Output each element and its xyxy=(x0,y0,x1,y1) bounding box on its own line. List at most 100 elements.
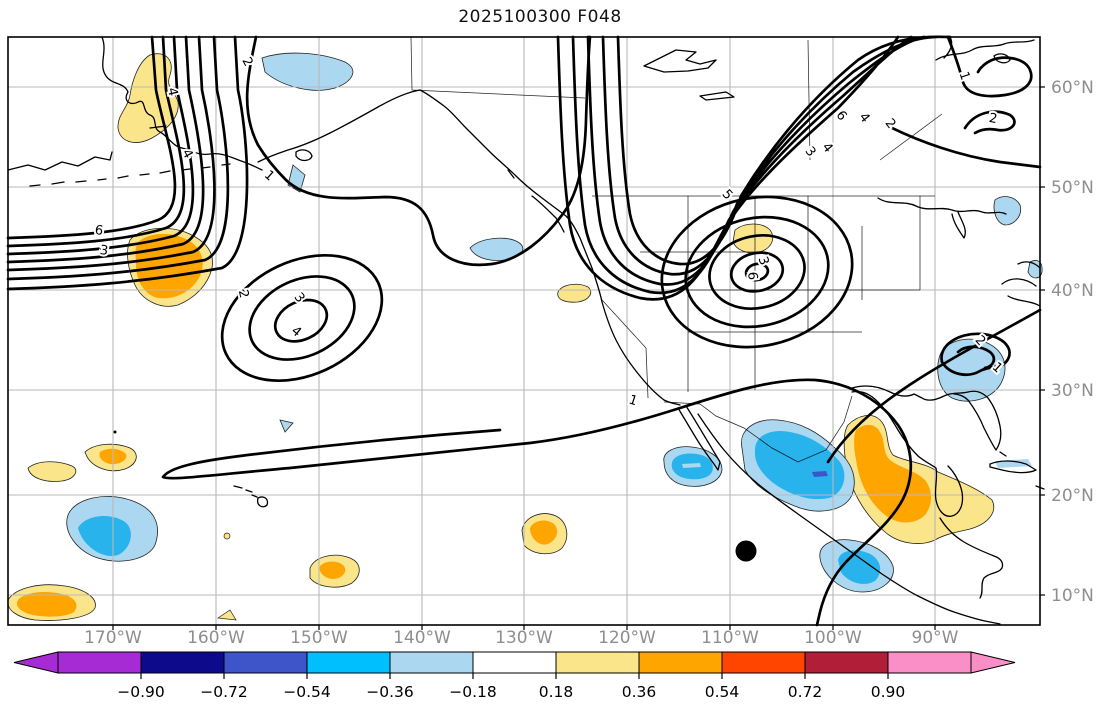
lon-tick-label: 150°W xyxy=(290,628,348,648)
colorbar-segment xyxy=(306,651,391,674)
positive-core-tropic1 xyxy=(319,561,346,579)
great-lakes xyxy=(1001,261,1041,307)
colorbar-tick-label: 0.54 xyxy=(705,683,740,701)
lon-tick-label: 130°W xyxy=(495,628,553,648)
lat-tick-label: 30°N xyxy=(1051,381,1094,401)
contour-2-ontario-hook xyxy=(963,110,1016,135)
lon-tick-label: 170°W xyxy=(84,628,142,648)
contour-label: 2 xyxy=(235,288,251,299)
positive-shade-wyoming xyxy=(732,223,774,254)
positive-speck-bottom xyxy=(217,609,237,621)
negative-shade-se-us xyxy=(937,338,1006,402)
negative-dash-west-mexico xyxy=(682,463,701,468)
cuba xyxy=(989,451,1045,490)
contour-label: 1 xyxy=(627,393,640,410)
negative-shade-tiny-triangle xyxy=(279,419,294,433)
contour-label: 1 xyxy=(956,70,973,83)
vancouver-island xyxy=(531,195,565,233)
colorbar-segment xyxy=(140,651,225,674)
alaska-yukon-border xyxy=(410,36,586,99)
colorbar: −0.90 −0.72 −0.54 −0.36 −0.18 0.18 0.36 0.54 0.7… xyxy=(13,651,1016,701)
lon-tick-label: 120°W xyxy=(598,628,656,648)
us-mexico-border xyxy=(663,395,853,463)
contour-label: 1 xyxy=(261,168,277,185)
grid xyxy=(8,37,1045,630)
axis-tick-labels: 170°W 160°W 150°W 140°W 130°W 120°W 110°W 100°W… xyxy=(84,78,1094,648)
colorbar-tick-label: −0.36 xyxy=(366,683,414,701)
colorbar-tick-label: 0.90 xyxy=(871,683,906,701)
colorbar-segment xyxy=(721,651,806,674)
colorbar-tick-label: 0.72 xyxy=(788,683,823,701)
colorbar-tick-label: −0.54 xyxy=(283,683,331,701)
contour-1-southern-trough xyxy=(161,378,913,627)
positive-speck xyxy=(223,532,231,540)
colorbar-tick-label: −0.18 xyxy=(449,683,497,701)
plot-frame xyxy=(7,36,1041,626)
arctic-island xyxy=(643,49,735,101)
small-island-dot xyxy=(113,430,117,434)
lon-tick-label: 110°W xyxy=(701,628,759,648)
lat-tick-label: 60°N xyxy=(1051,78,1094,98)
contour-2-georgia-hook xyxy=(940,332,1011,377)
lat-tick-label: 10°N xyxy=(1051,586,1094,606)
colorbar-segment xyxy=(389,651,474,674)
negative-dash-mexico xyxy=(812,471,828,477)
coast-mexico-west xyxy=(697,413,1001,625)
contour-lines xyxy=(6,35,1042,627)
coast-alaska xyxy=(101,36,263,171)
contour-label: 2 xyxy=(988,111,999,127)
colorbar-right-arrow xyxy=(970,651,1016,674)
positive-core-yucatan xyxy=(854,424,931,523)
contour-label: 6 xyxy=(744,271,760,281)
figure-title: 2025100300 F048 xyxy=(458,7,622,27)
central-closed-low xyxy=(220,253,384,383)
contour-1-hudson-hook xyxy=(946,35,1033,98)
colorbar-tick-label: 0.36 xyxy=(622,683,657,701)
hawaii xyxy=(233,485,269,508)
lon-tick-label: 140°W xyxy=(393,628,451,648)
colorbar-tick-label: −0.90 xyxy=(117,683,165,701)
storm-marker-dot xyxy=(735,540,757,562)
positive-core-tropic2 xyxy=(530,520,558,545)
negative-shade-right-edge xyxy=(1027,260,1043,279)
negative-core-npacific xyxy=(78,516,131,556)
contour-2-to-east-edge xyxy=(886,124,1042,169)
west-jet-bundle xyxy=(6,35,249,291)
colorbar-segment xyxy=(223,651,308,674)
kodiak-island xyxy=(295,149,313,162)
colorbar-segment xyxy=(555,651,640,674)
negative-shade-norton xyxy=(261,52,354,91)
lon-tick-label: 90°W xyxy=(912,628,959,648)
positive-shade-west1 xyxy=(27,461,77,482)
bc-bundle-to-ne xyxy=(556,35,952,301)
positive-core-sw-corner xyxy=(16,592,77,617)
contour-label: 2 xyxy=(238,55,255,69)
colorbar-segment xyxy=(804,651,889,674)
lon-tick-label: 160°W xyxy=(187,628,245,648)
haida-gwaii xyxy=(507,169,515,179)
contour-label: 4 xyxy=(288,324,304,341)
colorbar-segment xyxy=(57,651,142,674)
contour-1-georgia-inner xyxy=(956,345,996,370)
lon-tick-label: 100°W xyxy=(804,628,862,648)
colorbar-segment xyxy=(638,651,723,674)
colorbar-segment xyxy=(887,651,972,674)
colorbar-tick-label: −0.72 xyxy=(200,683,248,701)
colorbar-segment xyxy=(472,651,557,674)
positive-shade-california xyxy=(557,283,592,303)
lat-tick-label: 50°N xyxy=(1051,178,1094,198)
colorbar-left-arrow xyxy=(13,651,59,674)
lat-tick-label: 40°N xyxy=(1051,281,1094,301)
coast-baja xyxy=(677,405,721,471)
colorado-closed-low xyxy=(660,195,854,349)
coast-gulf-north-florida xyxy=(851,385,1002,451)
contour-label: 6 xyxy=(94,223,104,239)
contour-label: 4 xyxy=(856,110,873,126)
shaded-anomaly-regions xyxy=(7,52,1043,621)
coast-russia xyxy=(7,151,113,171)
lat-tick-label: 20°N xyxy=(1051,486,1094,506)
contour-diagonal-southeast xyxy=(826,308,1042,464)
